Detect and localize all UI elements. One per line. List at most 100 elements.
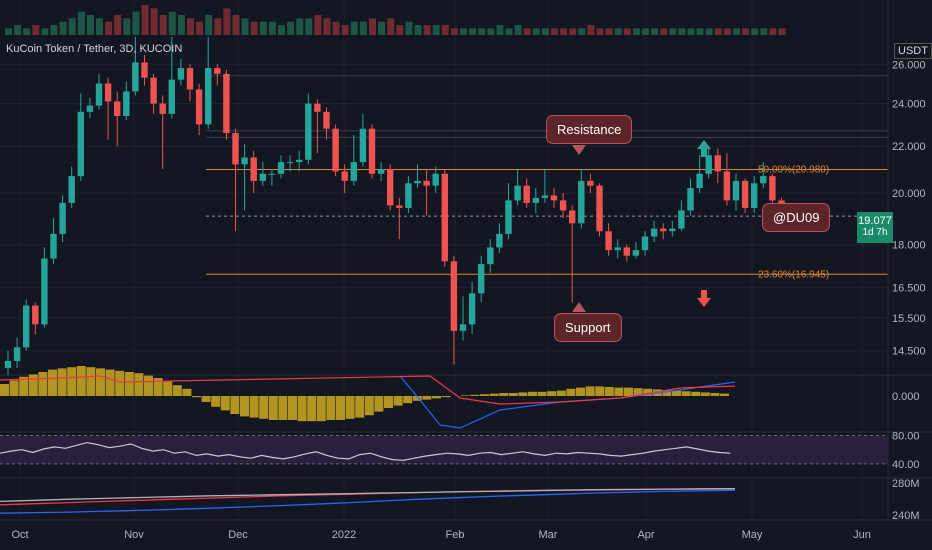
resistance-callout[interactable]: Resistance [546,115,633,144]
macd-histogram-bar [681,391,691,396]
volume-bar [341,25,349,35]
price-tick-label: 24.000 [892,99,926,111]
volume-bar [369,18,376,35]
macd-histogram-bar [124,372,134,396]
volume-bar [123,18,131,35]
ma-pane [0,487,736,514]
volume-bar [742,28,750,35]
volume-pane [5,5,786,36]
volume-bar [623,28,631,35]
macd-histogram-bar [470,394,480,396]
volume-bar [778,28,786,35]
volume-bar [660,28,668,35]
candle-body [450,261,458,331]
volume-bar [578,28,586,35]
candle-body [305,103,312,160]
candle-body [232,133,239,165]
time-tick-label: Apr [637,529,654,541]
ma-tick-label: 280M [892,478,920,490]
candle-body [332,128,339,172]
volume-bar [350,21,358,35]
macd-histogram-bar [556,390,566,396]
volume-bar [177,15,185,35]
author-tag[interactable]: @DU09 [762,203,831,232]
candle-body [114,101,121,116]
volume-bar [751,28,759,35]
candle-body [168,79,175,114]
macd-histogram-bar [662,390,672,396]
volume-bar [523,28,531,35]
volume-bar [387,18,395,35]
current-price-badge: 19.077 1d 7h [857,212,893,243]
candle-body [350,162,357,181]
price-tick-label: 18.000 [892,240,926,252]
volume-bar [86,15,94,35]
candle-body [223,73,230,134]
macd-histogram-bar [249,396,259,418]
candle-body [487,247,494,265]
macd-histogram-bar [643,388,653,396]
candle-body [441,173,448,262]
volume-bar [77,11,85,35]
macd-histogram-bar [633,388,643,396]
candle-body [532,197,539,203]
candle-body [723,171,731,201]
volume-bar [687,28,695,35]
candle-body [50,233,57,259]
volume-bar [132,11,140,35]
volume-bar [268,21,276,35]
candle-body [4,360,12,368]
volume-bar [460,28,467,35]
candle-body [23,305,30,348]
candles [4,36,785,375]
candle-body [95,83,103,106]
candle-body [387,169,394,206]
macd-histogram-bar [384,396,393,408]
candle-body [323,111,330,129]
candle-body [741,180,749,208]
ma-line [0,489,736,514]
macd-histogram-bar [105,369,115,396]
macd-histogram-bar [585,386,595,396]
macd-histogram-bar [211,396,221,407]
candle-body [641,236,649,251]
volume-bar [614,28,622,35]
candle-body [314,103,321,112]
candle-body [705,155,712,174]
macd-histogram-bar [240,396,249,417]
candle-body [496,233,503,248]
macd-histogram-bar [441,396,451,398]
price-tick-label: 15.500 [892,313,926,325]
macd-histogram-bar [499,393,509,396]
volume-bar [669,28,677,35]
macd-histogram-bar [480,394,489,396]
candle-body [277,162,285,174]
volume-bar [505,28,513,35]
candle-body [77,111,84,177]
macd-histogram-bar [374,396,384,412]
candle-body [650,228,658,237]
macd-pane [0,366,736,429]
volume-bar [605,28,613,35]
candle-body [623,247,630,256]
candle-body [423,180,430,186]
candle-body [732,180,740,201]
candle-body [68,176,75,203]
candle-body [405,183,412,208]
current-price: 19.077 [858,215,892,227]
support-callout-pointer [572,302,586,312]
candle-body [587,180,594,186]
volume-bar [323,18,331,35]
support-callout[interactable]: Support [554,313,622,342]
volume-bar [760,28,768,35]
price-tick-label: 14.500 [892,346,926,358]
volume-bar [168,11,176,35]
macd-histogram-bar [268,396,278,420]
candle-body [286,162,294,164]
candle-body [123,91,130,116]
macd-histogram-bar [403,396,413,404]
candle-body [341,171,348,181]
candle-body [669,228,676,232]
macd-histogram-bar [307,396,317,422]
